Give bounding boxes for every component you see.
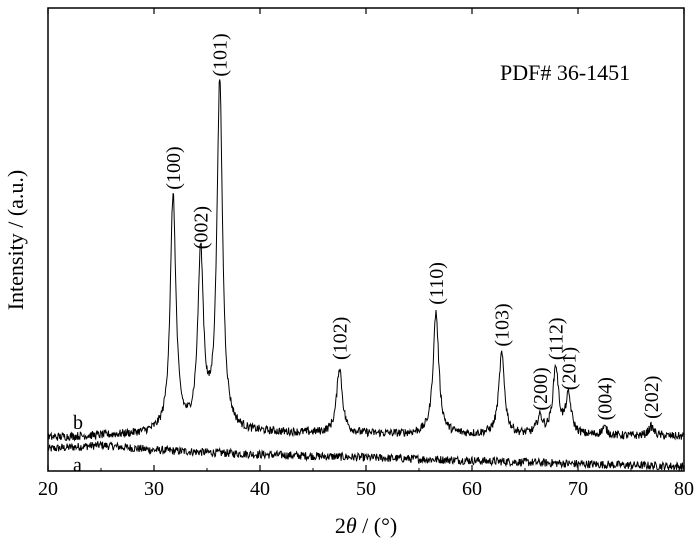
peak-label: (201) [559,347,581,390]
peak-label: (101) [210,33,232,76]
peak-label: (110) [426,262,448,305]
series-label: a [73,454,82,476]
series-labels: ab [73,412,83,477]
series-label: b [73,412,83,434]
x-axis-ticks: 20 30 40 50 60 70 80 [38,8,694,500]
peak-label: (200) [530,367,552,410]
peak-labels: (100) (002) (101) (102) (110) (103) (200) (112)… [163,33,663,420]
peak-label: (202) [641,376,663,419]
x-tick-label: 40 [250,478,270,500]
x-axis-label-suffix: / (°) [357,513,398,538]
x-tick-label: 30 [144,478,164,500]
peak-label: (004) [595,377,617,420]
peak-label: (002) [191,206,213,249]
x-axis-label: 2θ / (°) [335,513,397,538]
x-tick-label: 70 [568,478,588,500]
series-a-line [47,440,685,471]
peak-label: (102) [330,317,352,360]
curves [47,79,685,471]
x-tick-label: 80 [674,478,694,500]
x-tick-label: 60 [462,478,482,500]
peak-label: (112) [546,318,568,361]
x-tick-label: 20 [38,478,58,500]
x-axis-label-theta: θ [346,513,357,538]
y-axis-label: Intensity / (a.u.) [3,170,28,311]
pdf-annotation: PDF# 36-1451 [500,60,630,85]
x-axis-label-prefix: 2 [335,513,346,538]
series-b-line [47,79,685,442]
peak-label: (103) [492,303,514,346]
x-tick-label: 50 [356,478,376,500]
peak-label: (100) [163,146,185,189]
